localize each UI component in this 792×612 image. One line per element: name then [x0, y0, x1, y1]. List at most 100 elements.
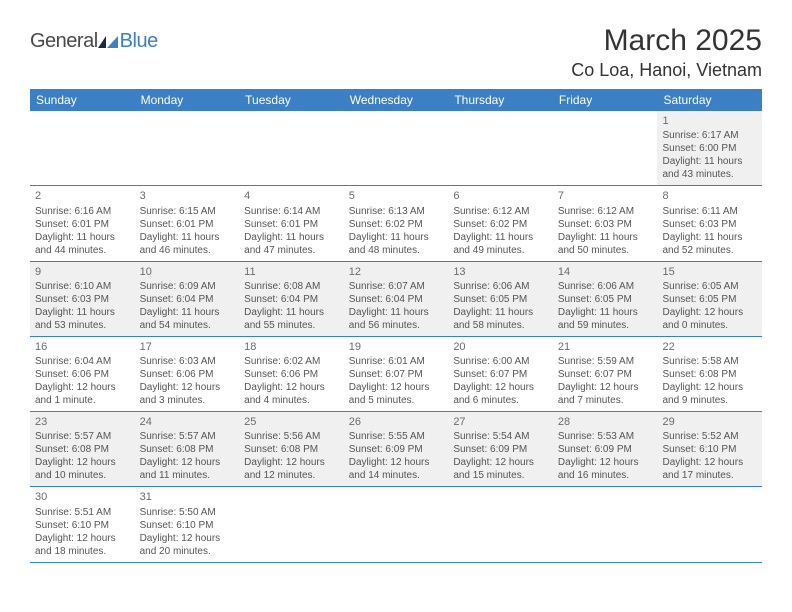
sunrise-text: Sunrise: 6:06 AM	[453, 280, 548, 293]
title-block: March 2025 Co Loa, Hanoi, Vietnam	[571, 24, 762, 81]
daylight1-text: Daylight: 11 hours	[453, 306, 548, 319]
daylight2-text: and 18 minutes.	[35, 545, 130, 558]
daylight2-text: and 17 minutes.	[662, 469, 757, 482]
empty-cell	[657, 487, 762, 561]
week-row: 16Sunrise: 6:04 AMSunset: 6:06 PMDayligh…	[30, 337, 762, 412]
location: Co Loa, Hanoi, Vietnam	[571, 60, 762, 81]
day-cell: 13Sunrise: 6:06 AMSunset: 6:05 PMDayligh…	[448, 262, 553, 336]
daylight1-text: Daylight: 11 hours	[244, 306, 339, 319]
daylight1-text: Daylight: 12 hours	[662, 381, 757, 394]
daylight1-text: Daylight: 12 hours	[35, 532, 130, 545]
dayhead-tuesday: Tuesday	[239, 89, 344, 111]
day-number: 20	[453, 340, 548, 354]
day-cell: 24Sunrise: 5:57 AMSunset: 6:08 PMDayligh…	[135, 412, 240, 486]
day-number: 17	[140, 340, 235, 354]
sunset-text: Sunset: 6:05 PM	[453, 293, 548, 306]
dayhead-wednesday: Wednesday	[344, 89, 449, 111]
daylight1-text: Daylight: 11 hours	[558, 306, 653, 319]
sunset-text: Sunset: 6:06 PM	[140, 368, 235, 381]
daylight1-text: Daylight: 12 hours	[349, 456, 444, 469]
day-number: 14	[558, 265, 653, 279]
daylight2-text: and 1 minute.	[35, 394, 130, 407]
sunrise-text: Sunrise: 6:03 AM	[140, 355, 235, 368]
sunset-text: Sunset: 6:01 PM	[244, 218, 339, 231]
day-cell: 4Sunrise: 6:14 AMSunset: 6:01 PMDaylight…	[239, 186, 344, 260]
sunrise-text: Sunrise: 6:08 AM	[244, 280, 339, 293]
sunset-text: Sunset: 6:10 PM	[140, 519, 235, 532]
sunrise-text: Sunrise: 5:54 AM	[453, 430, 548, 443]
sunset-text: Sunset: 6:03 PM	[558, 218, 653, 231]
day-cell: 9Sunrise: 6:10 AMSunset: 6:03 PMDaylight…	[30, 262, 135, 336]
sunrise-text: Sunrise: 6:01 AM	[349, 355, 444, 368]
sunset-text: Sunset: 6:08 PM	[35, 443, 130, 456]
day-cell: 28Sunrise: 5:53 AMSunset: 6:09 PMDayligh…	[553, 412, 658, 486]
sunrise-text: Sunrise: 5:58 AM	[662, 355, 757, 368]
sunset-text: Sunset: 6:08 PM	[140, 443, 235, 456]
empty-cell	[344, 487, 449, 561]
day-number: 18	[244, 340, 339, 354]
sunrise-text: Sunrise: 6:09 AM	[140, 280, 235, 293]
sunset-text: Sunset: 6:04 PM	[349, 293, 444, 306]
day-number: 26	[349, 415, 444, 429]
sunset-text: Sunset: 6:07 PM	[349, 368, 444, 381]
dayhead-friday: Friday	[553, 89, 658, 111]
sunrise-text: Sunrise: 6:13 AM	[349, 205, 444, 218]
daylight1-text: Daylight: 12 hours	[140, 532, 235, 545]
day-cell: 21Sunrise: 5:59 AMSunset: 6:07 PMDayligh…	[553, 337, 658, 411]
sunset-text: Sunset: 6:08 PM	[662, 368, 757, 381]
sunrise-text: Sunrise: 5:52 AM	[662, 430, 757, 443]
day-cell: 16Sunrise: 6:04 AMSunset: 6:06 PMDayligh…	[30, 337, 135, 411]
daylight2-text: and 10 minutes.	[35, 469, 130, 482]
day-cell: 23Sunrise: 5:57 AMSunset: 6:08 PMDayligh…	[30, 412, 135, 486]
day-number: 24	[140, 415, 235, 429]
sunrise-text: Sunrise: 6:07 AM	[349, 280, 444, 293]
sunset-text: Sunset: 6:03 PM	[35, 293, 130, 306]
week-row: 30Sunrise: 5:51 AMSunset: 6:10 PMDayligh…	[30, 487, 762, 562]
sunrise-text: Sunrise: 5:53 AM	[558, 430, 653, 443]
day-cell: 5Sunrise: 6:13 AMSunset: 6:02 PMDaylight…	[344, 186, 449, 260]
daylight2-text: and 9 minutes.	[662, 394, 757, 407]
sunset-text: Sunset: 6:09 PM	[349, 443, 444, 456]
daylight1-text: Daylight: 11 hours	[662, 155, 757, 168]
sunset-text: Sunset: 6:09 PM	[453, 443, 548, 456]
sunrise-text: Sunrise: 5:59 AM	[558, 355, 653, 368]
sunset-text: Sunset: 6:02 PM	[349, 218, 444, 231]
day-number: 7	[558, 189, 653, 203]
day-cell: 20Sunrise: 6:00 AMSunset: 6:07 PMDayligh…	[448, 337, 553, 411]
day-cell: 15Sunrise: 6:05 AMSunset: 6:05 PMDayligh…	[657, 262, 762, 336]
day-cell: 29Sunrise: 5:52 AMSunset: 6:10 PMDayligh…	[657, 412, 762, 486]
day-number: 13	[453, 265, 548, 279]
sunrise-text: Sunrise: 6:05 AM	[662, 280, 757, 293]
sunset-text: Sunset: 6:08 PM	[244, 443, 339, 456]
day-number: 15	[662, 265, 757, 279]
day-cell: 10Sunrise: 6:09 AMSunset: 6:04 PMDayligh…	[135, 262, 240, 336]
daylight2-text: and 55 minutes.	[244, 319, 339, 332]
day-cell: 2Sunrise: 6:16 AMSunset: 6:01 PMDaylight…	[30, 186, 135, 260]
sunset-text: Sunset: 6:02 PM	[453, 218, 548, 231]
day-number: 28	[558, 415, 653, 429]
dayhead-sunday: Sunday	[30, 89, 135, 111]
day-cell: 26Sunrise: 5:55 AMSunset: 6:09 PMDayligh…	[344, 412, 449, 486]
daylight1-text: Daylight: 12 hours	[662, 306, 757, 319]
logo: General Blue	[30, 24, 158, 53]
daylight2-text: and 58 minutes.	[453, 319, 548, 332]
daylight2-text: and 14 minutes.	[349, 469, 444, 482]
day-cell: 25Sunrise: 5:56 AMSunset: 6:08 PMDayligh…	[239, 412, 344, 486]
sunrise-text: Sunrise: 6:06 AM	[558, 280, 653, 293]
sunrise-text: Sunrise: 5:51 AM	[35, 506, 130, 519]
daylight2-text: and 7 minutes.	[558, 394, 653, 407]
daylight1-text: Daylight: 11 hours	[140, 231, 235, 244]
daylight1-text: Daylight: 12 hours	[35, 381, 130, 394]
day-number: 31	[140, 490, 235, 504]
daylight2-text: and 56 minutes.	[349, 319, 444, 332]
day-number: 10	[140, 265, 235, 279]
day-number: 16	[35, 340, 130, 354]
day-number: 29	[662, 415, 757, 429]
day-number: 5	[349, 189, 444, 203]
daylight2-text: and 4 minutes.	[244, 394, 339, 407]
daylight2-text: and 49 minutes.	[453, 244, 548, 257]
daylight2-text: and 5 minutes.	[349, 394, 444, 407]
daylight2-text: and 50 minutes.	[558, 244, 653, 257]
empty-cell	[239, 111, 344, 185]
daylight2-text: and 12 minutes.	[244, 469, 339, 482]
